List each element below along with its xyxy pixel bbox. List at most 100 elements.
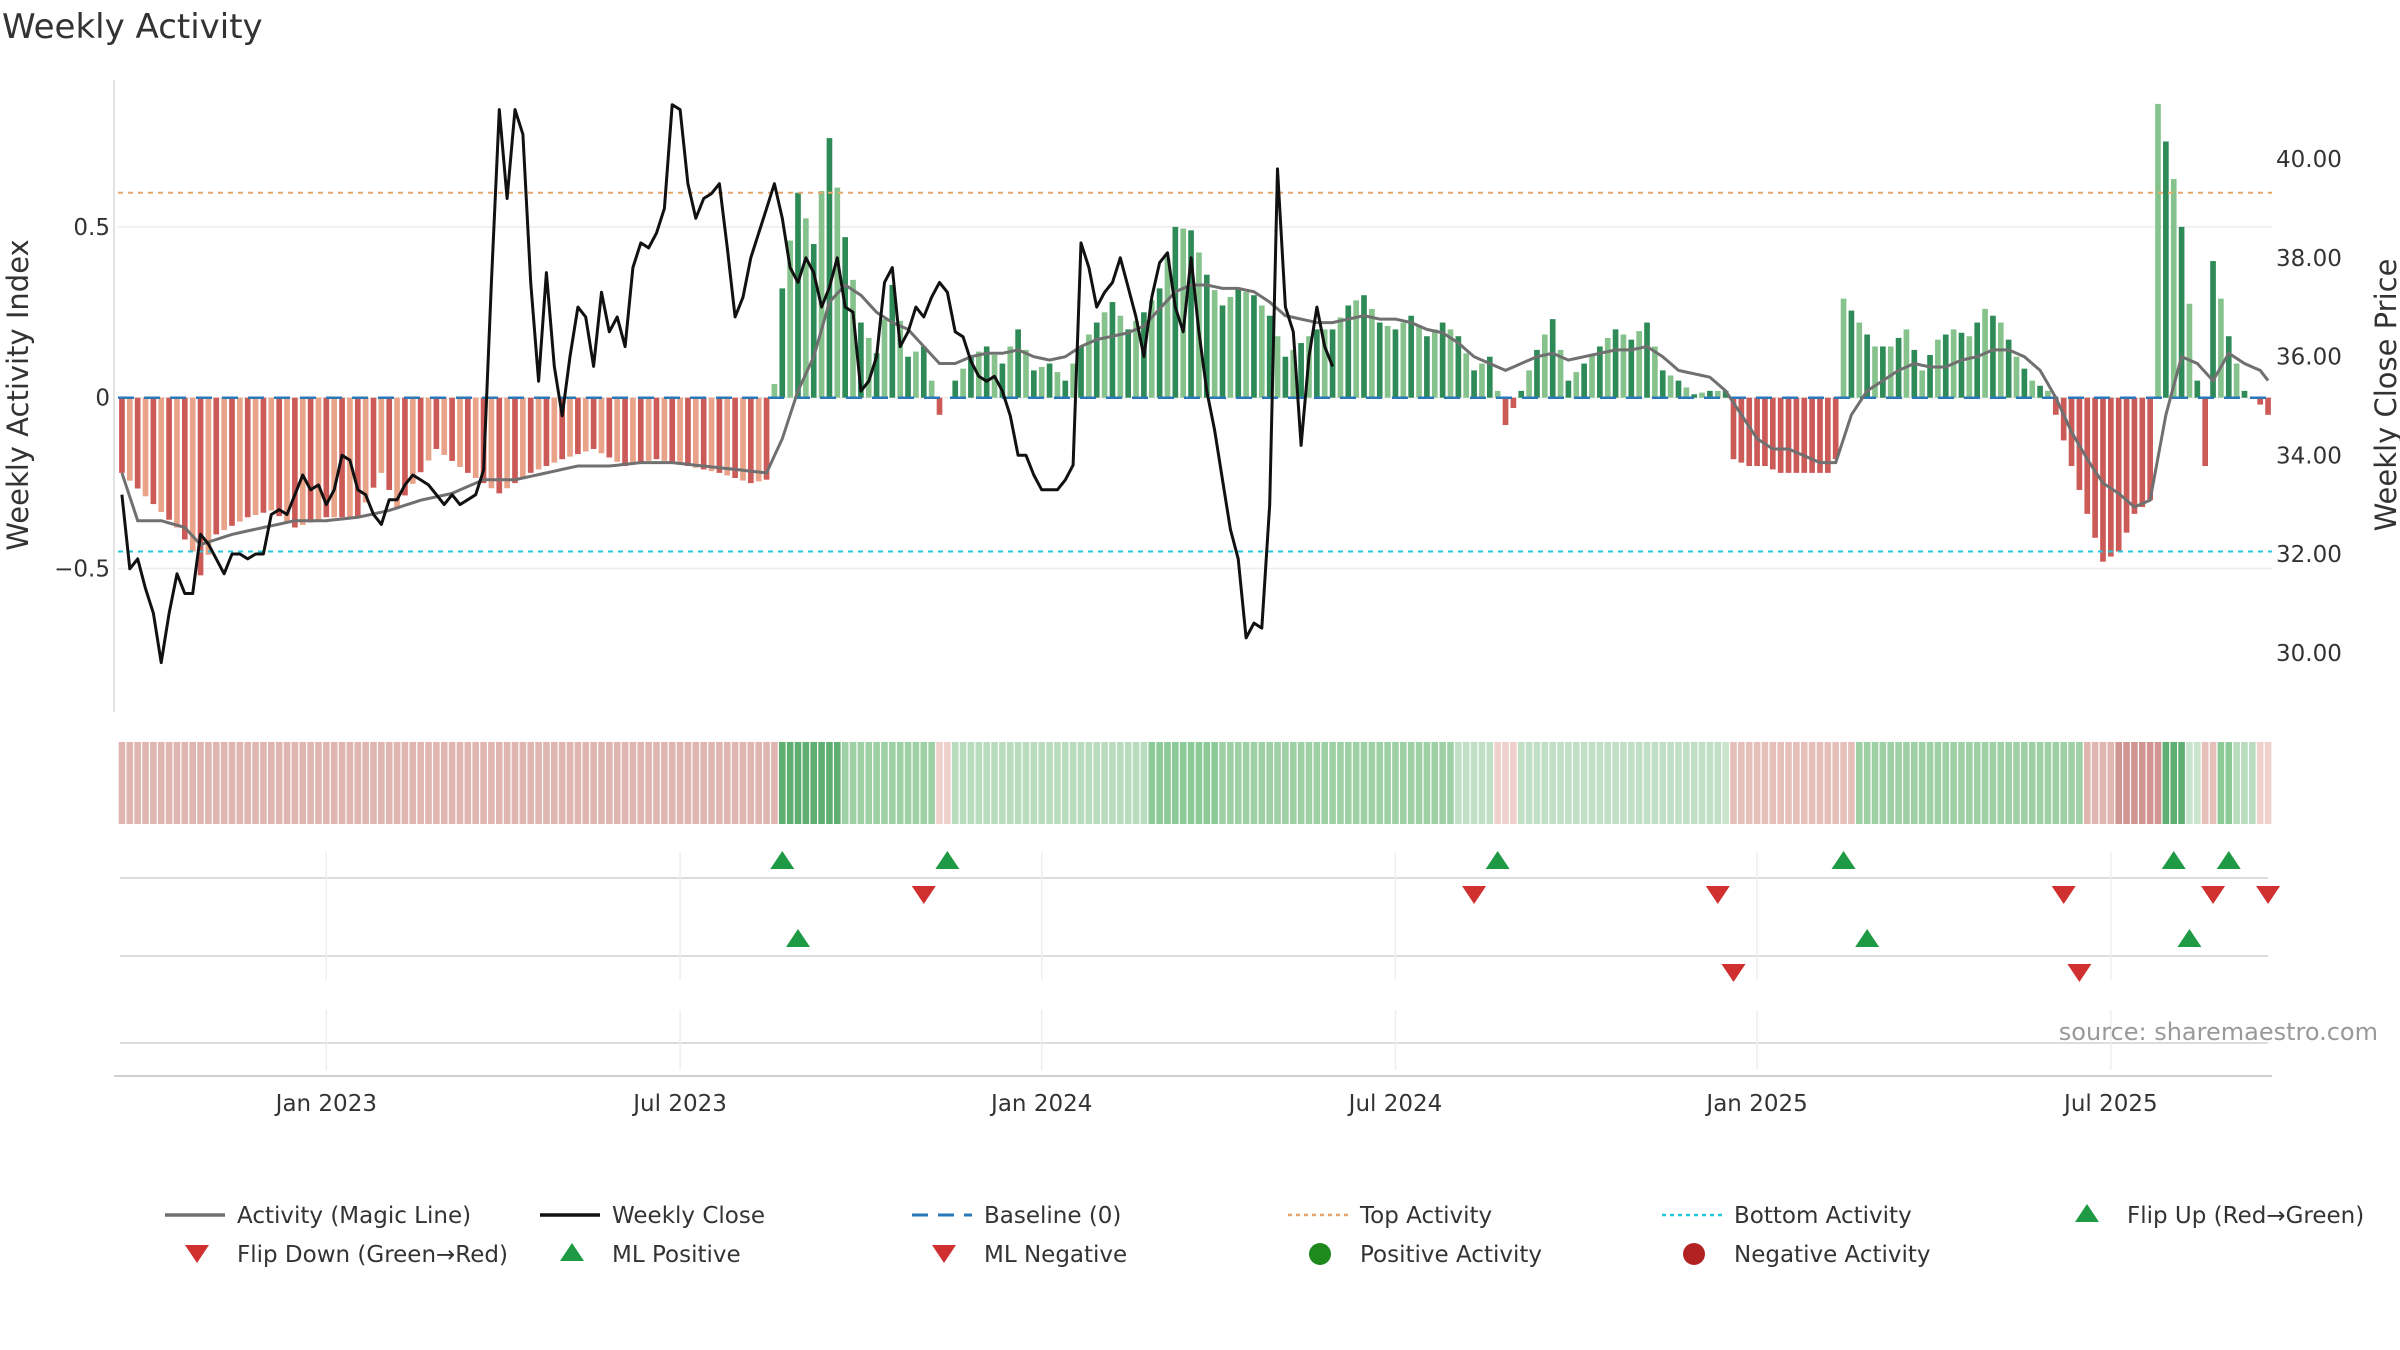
heat-strip-cell xyxy=(1643,742,1651,824)
heat-strip-cell xyxy=(676,742,684,824)
activity-bar xyxy=(1510,397,1517,408)
activity-bar xyxy=(575,397,581,455)
heat-strip-cell xyxy=(1895,742,1902,824)
activity-bar xyxy=(449,397,455,461)
activity-bar xyxy=(795,192,801,398)
heat-strip-cell xyxy=(739,742,747,824)
heat-strip-cell xyxy=(959,742,967,824)
heat-strip-cell xyxy=(1478,742,1486,824)
heat-strip-cell xyxy=(1455,742,1462,824)
activity-bar xyxy=(716,397,723,473)
heat-strip-cell xyxy=(2052,742,2060,824)
activity-bar xyxy=(1447,329,1454,398)
heat-strip-cell xyxy=(716,742,723,824)
activity-bar xyxy=(2233,363,2240,398)
activity-bar xyxy=(174,397,180,528)
activity-bar xyxy=(905,356,911,398)
activity-bar xyxy=(1424,336,1430,398)
heat-strip-cell xyxy=(2217,742,2225,824)
heat-strip-cell xyxy=(1958,742,1965,824)
activity-bar xyxy=(1919,370,1926,398)
heat-strip-cell xyxy=(220,742,228,824)
heat-strip-cell xyxy=(370,742,377,824)
activity-bar xyxy=(1093,322,1100,398)
activity-bar xyxy=(1997,322,2004,398)
activity-bar xyxy=(1023,349,1029,398)
heat-strip-cell xyxy=(150,742,157,824)
heat-strip-cell xyxy=(1061,742,1069,824)
heat-strip-cell xyxy=(1950,742,1957,824)
heat-strip-cell xyxy=(362,742,369,824)
activity-bar xyxy=(1801,397,1808,473)
heat-strip-cell xyxy=(252,742,259,824)
heat-strip-cell xyxy=(228,742,236,824)
heat-strip-cell xyxy=(244,742,252,824)
activity-bar xyxy=(763,397,770,480)
heat-strip-cell xyxy=(1525,742,1533,824)
activity-bar xyxy=(1046,363,1053,398)
activity-bar xyxy=(1133,320,1139,398)
activity-bar xyxy=(181,397,188,540)
heat-strip-cell xyxy=(1289,742,1297,824)
legend-label: Flip Down (Green→Red) xyxy=(237,1242,508,1268)
heat-strip-cell xyxy=(1651,742,1659,824)
heat-strip-cell xyxy=(936,742,943,824)
activity-bar xyxy=(1117,315,1124,398)
activity-bar xyxy=(881,319,888,398)
activity-bar xyxy=(2029,380,2036,398)
heat-strip-cell xyxy=(2256,742,2264,824)
heat-strip-cell xyxy=(393,742,401,824)
heat-strip-cell xyxy=(2028,742,2036,824)
activity-bar xyxy=(1769,397,1776,470)
activity-bar xyxy=(968,356,974,398)
heat-strip-cell xyxy=(1109,742,1116,824)
activity-bar xyxy=(1062,380,1069,398)
heat-strip-cell xyxy=(291,742,299,824)
heat-strip-cell xyxy=(1580,742,1588,824)
heat-strip-cell xyxy=(1431,742,1439,824)
activity-bar xyxy=(142,397,149,497)
activity-bar xyxy=(1557,349,1564,398)
activity-bar xyxy=(134,397,141,489)
activity-bar xyxy=(999,363,1006,398)
activity-bar xyxy=(2123,397,2130,533)
activity-bar xyxy=(567,397,573,457)
activity-bar xyxy=(1258,305,1265,398)
heat-strip-cell xyxy=(1148,742,1156,824)
activity-bar xyxy=(1549,319,1556,398)
heat-strip-cell xyxy=(613,742,621,824)
legend-circle-icon xyxy=(1683,1243,1705,1265)
activity-bar xyxy=(409,397,416,484)
heat-strip-cell xyxy=(181,742,189,824)
heat-strip-cell xyxy=(700,742,707,824)
activity-bar xyxy=(755,397,762,482)
activity-bar xyxy=(1683,387,1690,398)
activity-bar xyxy=(1109,302,1116,398)
activity-bar xyxy=(1895,337,1902,398)
activity-bar xyxy=(1172,226,1179,398)
y-left-tick-label: 0 xyxy=(95,386,110,412)
heat-strip-cell xyxy=(2170,742,2178,824)
activity-bar xyxy=(331,397,338,518)
heat-strip-cell xyxy=(834,742,841,824)
activity-bar xyxy=(1219,305,1226,398)
heat-strip-cell xyxy=(2209,742,2217,824)
heat-strip-cell xyxy=(1360,742,1368,824)
heat-strip-cell xyxy=(1855,742,1863,824)
activity-bar xyxy=(1777,397,1784,473)
activity-bar xyxy=(284,397,290,522)
heat-strip-cell xyxy=(896,742,904,824)
activity-bar xyxy=(700,397,707,470)
activity-bar xyxy=(897,320,904,398)
activity-bar xyxy=(1832,397,1839,460)
activity-bar xyxy=(362,397,369,503)
activity-bar xyxy=(543,397,550,467)
heat-strip-cell xyxy=(1392,742,1399,824)
activity-bar xyxy=(527,397,534,473)
heat-strip-cell xyxy=(637,742,645,824)
activity-bar xyxy=(1722,390,1729,398)
activity-bar xyxy=(1573,372,1580,398)
heat-strip-cell xyxy=(1816,742,1824,824)
heat-strip-cell xyxy=(1541,742,1549,824)
heat-strip-cell xyxy=(967,742,975,824)
